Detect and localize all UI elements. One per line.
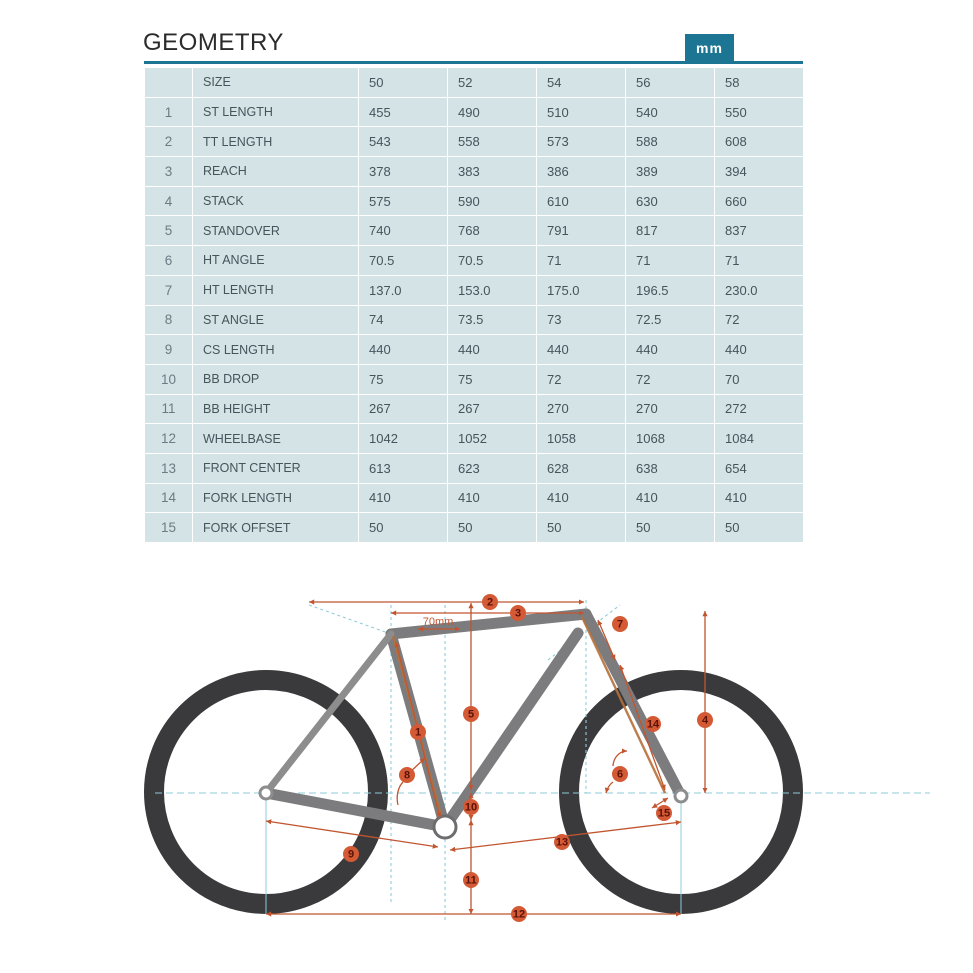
svg-text:13: 13 (556, 837, 568, 849)
svg-text:3: 3 (515, 608, 521, 620)
svg-text:11: 11 (465, 875, 477, 887)
svg-text:4: 4 (702, 715, 709, 727)
svg-text:5: 5 (468, 709, 474, 721)
svg-text:1: 1 (415, 727, 421, 739)
svg-text:12: 12 (513, 909, 525, 921)
svg-text:7: 7 (617, 619, 623, 631)
svg-text:2: 2 (487, 597, 493, 609)
svg-text:9: 9 (348, 849, 354, 861)
svg-text:70mm: 70mm (423, 616, 454, 628)
svg-text:10: 10 (465, 802, 477, 814)
svg-text:6: 6 (617, 769, 623, 781)
svg-text:8: 8 (404, 770, 410, 782)
svg-text:15: 15 (658, 808, 670, 820)
svg-text:14: 14 (647, 719, 660, 731)
